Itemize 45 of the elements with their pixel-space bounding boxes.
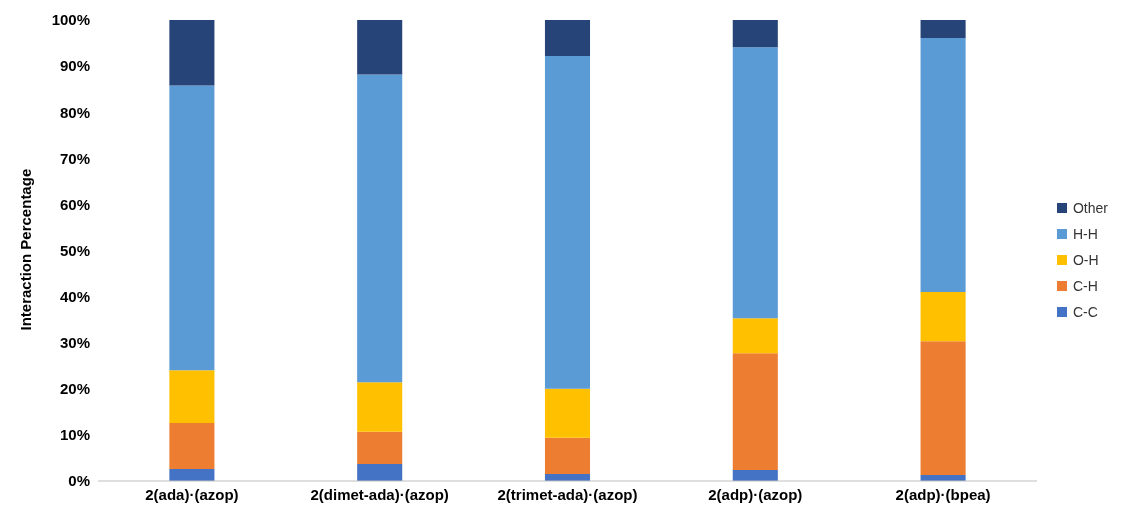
bar xyxy=(920,341,966,476)
y-tick-label: 40% xyxy=(59,287,90,305)
bar xyxy=(357,431,403,464)
bar xyxy=(357,382,403,432)
bar xyxy=(169,469,215,481)
y-axis-title: Interaction Percentage xyxy=(17,168,35,331)
bar xyxy=(732,318,778,354)
bar xyxy=(732,47,778,319)
bar xyxy=(169,85,215,371)
bar xyxy=(732,469,778,481)
bar xyxy=(169,370,215,423)
x-tick-label: 2(trimet-ada)·(azop) xyxy=(497,485,638,503)
y-tick-label: 20% xyxy=(59,380,90,398)
y-tick-label: 10% xyxy=(59,426,90,444)
bar xyxy=(732,20,778,48)
bar xyxy=(357,74,403,383)
x-tick-label: 2(adp)·(azop) xyxy=(708,485,803,503)
bar xyxy=(169,20,215,86)
legend-label: H-H xyxy=(1072,225,1098,242)
legend-label: O-H xyxy=(1072,251,1099,268)
bar xyxy=(920,291,966,342)
x-tick-label: 2(dimet-ada)·(azop) xyxy=(310,485,449,503)
y-tick-label: 0% xyxy=(68,472,90,490)
y-tick-label: 60% xyxy=(59,195,90,213)
bar xyxy=(544,55,591,389)
bar xyxy=(169,422,215,470)
legend-label: Other xyxy=(1072,199,1108,216)
y-tick-label: 80% xyxy=(59,103,90,121)
x-tick-label: 2(ada)·(azop) xyxy=(145,485,239,503)
y-tick-label: 90% xyxy=(59,57,90,75)
legend-label: C-H xyxy=(1072,277,1098,294)
bar xyxy=(357,20,403,75)
y-tick-label: 50% xyxy=(59,241,90,259)
y-tick-label: 100% xyxy=(51,11,90,29)
y-tick-label: 30% xyxy=(59,334,90,352)
bar xyxy=(920,20,966,38)
bar xyxy=(732,353,778,470)
legend-label: C-C xyxy=(1072,303,1098,320)
bar xyxy=(544,437,591,475)
x-tick-label: 2(adp)·(bpea) xyxy=(895,485,991,503)
bar xyxy=(920,37,966,292)
bar xyxy=(357,463,403,481)
bar xyxy=(544,20,591,56)
bar xyxy=(544,388,591,438)
y-tick-label: 70% xyxy=(59,149,90,167)
